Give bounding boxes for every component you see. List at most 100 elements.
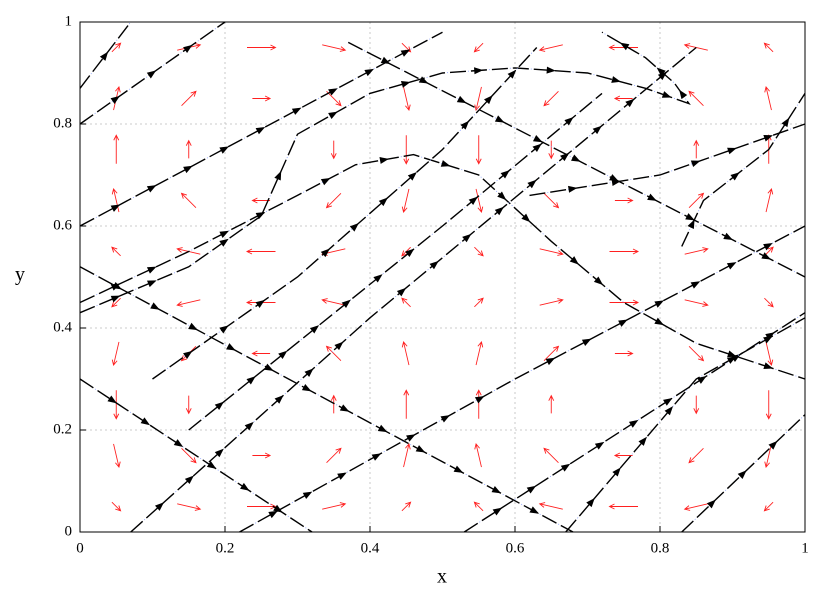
trajectory-arrowhead bbox=[406, 434, 416, 442]
trajectory-arrowhead bbox=[339, 404, 350, 412]
field-arrow bbox=[688, 345, 705, 362]
y-axis-label: y bbox=[15, 264, 25, 286]
trajectory-arrowhead bbox=[328, 88, 338, 96]
field-arrow bbox=[113, 443, 121, 469]
trajectory-arrowhead bbox=[730, 172, 740, 181]
trajectory-arrowhead bbox=[628, 419, 639, 428]
trajectory-arrowhead bbox=[107, 395, 117, 404]
trajectory-arrowhead bbox=[183, 350, 193, 359]
trajectory-arrowhead bbox=[494, 206, 504, 216]
field-arrow bbox=[763, 501, 774, 512]
trajectory-arrowhead bbox=[396, 287, 407, 297]
field-arrow bbox=[180, 192, 197, 209]
trajectory-arrowhead bbox=[494, 115, 505, 123]
field-arrow bbox=[539, 298, 564, 306]
trajectory-arrowhead bbox=[592, 125, 602, 135]
trajectory-arrowhead bbox=[99, 51, 109, 61]
trajectory-arrowhead bbox=[492, 507, 503, 516]
trajectory-arrowhead bbox=[618, 319, 628, 327]
field-arrow bbox=[683, 503, 708, 511]
trajectory-arrowhead bbox=[263, 363, 274, 371]
field-arrow bbox=[474, 246, 484, 257]
trajectory-arrowhead bbox=[593, 276, 604, 286]
trajectory-arrowhead bbox=[341, 299, 351, 309]
trajectory-arrowhead bbox=[110, 295, 121, 303]
field-arrow bbox=[764, 85, 772, 111]
trajectory-arrowhead bbox=[497, 191, 507, 201]
trajectory-arrowhead bbox=[625, 98, 635, 108]
field-arrow bbox=[474, 86, 482, 112]
trajectory-arrowhead bbox=[301, 383, 312, 392]
trajectory-arrowhead bbox=[638, 436, 647, 446]
trajectory-arrowhead bbox=[183, 44, 193, 53]
field-arrow bbox=[613, 452, 633, 459]
trajectory-arrowhead bbox=[337, 472, 347, 480]
x-tick-label: 0.8 bbox=[651, 540, 670, 556]
trajectory-arrowhead bbox=[154, 502, 165, 511]
field-arrow bbox=[245, 248, 276, 255]
plot-frame bbox=[79, 21, 806, 533]
field-arrow bbox=[251, 197, 271, 204]
field-arrow bbox=[401, 340, 410, 366]
trajectory-arrowhead bbox=[763, 134, 773, 142]
field-arrow bbox=[403, 442, 411, 468]
field-arrow bbox=[181, 90, 197, 107]
field-arrow bbox=[252, 452, 272, 459]
trajectory-arrowhead bbox=[507, 69, 517, 79]
trajectory-arrowhead bbox=[690, 160, 701, 168]
trajectory-guide bbox=[681, 93, 806, 247]
trajectory-arrowhead bbox=[654, 317, 664, 326]
trajectory-arrowhead bbox=[697, 376, 707, 384]
trajectory-arrowhead bbox=[468, 196, 478, 206]
trajectory-arrowhead bbox=[731, 354, 741, 362]
trajectory-arrowhead bbox=[110, 95, 120, 104]
trajectory-arrowhead bbox=[371, 453, 382, 461]
trajectory-arrowhead bbox=[304, 368, 314, 377]
trajectory-arrowhead bbox=[484, 95, 493, 105]
trajectory-arrowhead bbox=[146, 266, 157, 274]
trajectory-arrowhead bbox=[453, 465, 464, 473]
y-tick-label: 0.2 bbox=[53, 421, 72, 437]
trajectory-arrowhead bbox=[685, 213, 695, 221]
field-arrow bbox=[764, 443, 772, 469]
trajectory-arrowhead bbox=[723, 232, 733, 240]
field-arrow bbox=[181, 447, 197, 464]
trajectory-arrowhead bbox=[568, 185, 578, 193]
field-arrow bbox=[765, 390, 772, 420]
field-arrow bbox=[693, 395, 700, 415]
trajectory bbox=[79, 266, 574, 533]
field-arrow bbox=[688, 90, 704, 107]
trajectory bbox=[239, 225, 806, 533]
trajectory-arrowhead bbox=[380, 56, 391, 65]
field-arrow bbox=[176, 299, 201, 307]
field-arrow bbox=[475, 188, 484, 214]
field-arrow bbox=[321, 298, 346, 306]
field-arrow bbox=[111, 341, 120, 367]
trajectory-arrowhead bbox=[219, 238, 229, 247]
trajectory-arrowhead bbox=[291, 107, 302, 115]
field-arrow bbox=[113, 390, 120, 420]
trajectory-arrowhead bbox=[377, 424, 388, 433]
trajectory-arrowhead bbox=[214, 448, 224, 458]
trajectory-arrowhead bbox=[400, 81, 411, 88]
trajectory-arrowhead bbox=[560, 463, 571, 472]
trajectory bbox=[565, 317, 806, 533]
field-arrow bbox=[693, 139, 700, 159]
trajectory-arrowhead bbox=[184, 475, 194, 485]
trajectory-arrowhead bbox=[183, 165, 193, 174]
field-arrow bbox=[613, 95, 633, 102]
trajectory-arrowhead bbox=[146, 70, 157, 79]
trajectory-arrowhead bbox=[219, 230, 229, 238]
trajectory-arrowhead bbox=[255, 126, 266, 135]
trajectory-arrowhead bbox=[255, 212, 266, 220]
field-arrow bbox=[765, 341, 774, 367]
trajectory-arrowhead bbox=[765, 332, 775, 341]
field-arrow bbox=[608, 503, 638, 510]
trajectory-arrowhead bbox=[462, 233, 472, 243]
trajectory-arrowhead bbox=[564, 117, 574, 126]
trajectory-arrowhead bbox=[328, 111, 338, 120]
field-arrow bbox=[247, 44, 277, 51]
field-arrow bbox=[473, 501, 484, 512]
trajectory-arrowhead bbox=[219, 325, 229, 334]
trajectory-arrowhead bbox=[586, 497, 595, 508]
